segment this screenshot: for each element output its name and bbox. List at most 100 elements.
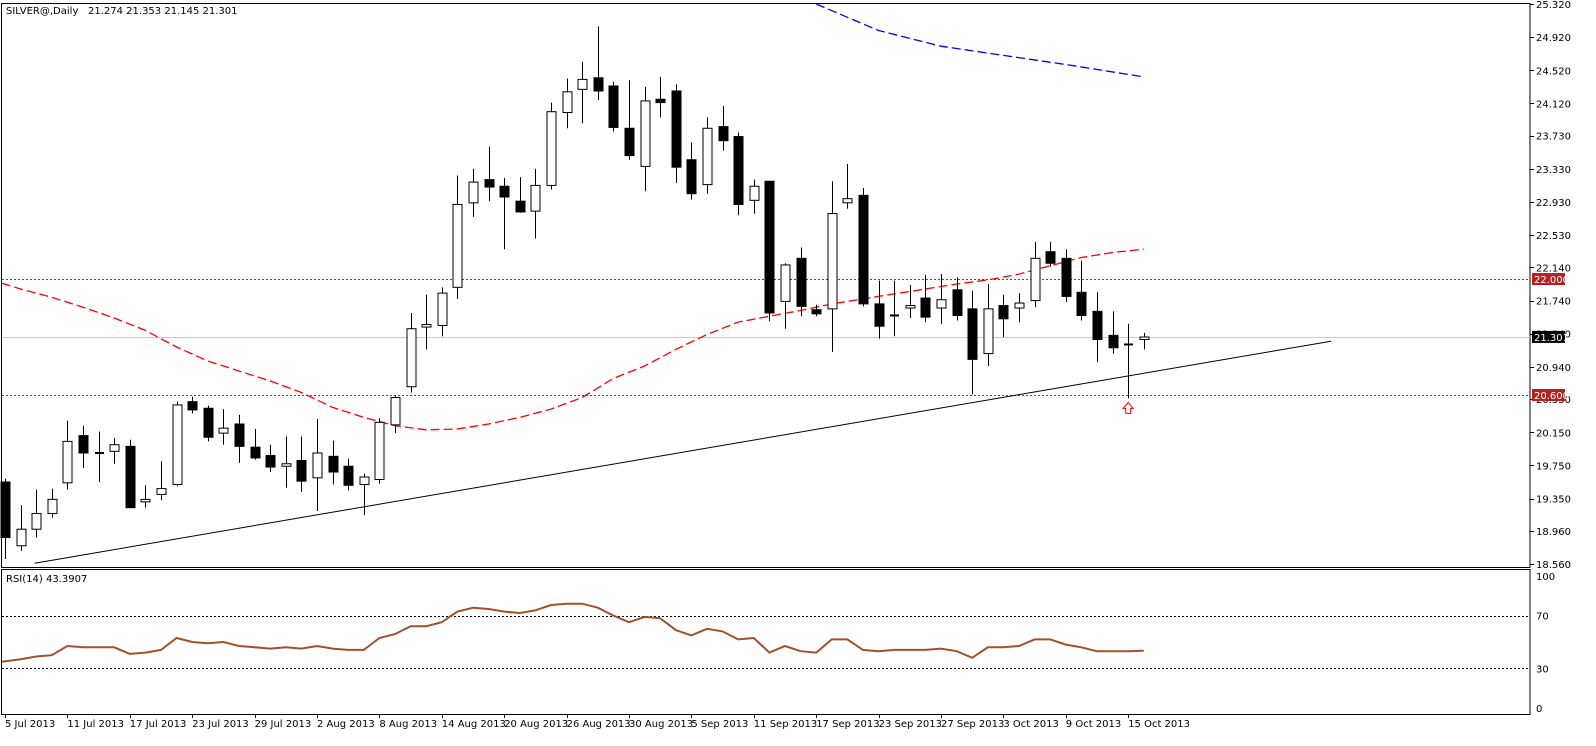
chart-header-ohlc: 21.274 21.353 21.145 21.301 [88, 6, 238, 17]
candle-body [655, 98, 666, 104]
last-price-label: 21.301 [1534, 333, 1569, 344]
candle-body [31, 512, 42, 530]
date-tick-label: 5 Sep 2013 [691, 719, 748, 730]
rsi-panel-frame [1, 569, 1531, 715]
level-price-label: 20.600 [1534, 391, 1569, 402]
price-tick-label: 22.140 [1536, 263, 1571, 274]
candle-body [796, 257, 807, 307]
candle-35 [546, 102, 557, 190]
candle-51 [796, 247, 807, 317]
candle-41 [640, 86, 651, 192]
candle-40 [624, 80, 635, 160]
candle-69 [1076, 260, 1087, 321]
candle-body [265, 454, 276, 468]
candle-body [406, 328, 417, 388]
candle-61 [952, 277, 963, 321]
candle-17 [265, 444, 276, 473]
candle-55 [858, 187, 869, 307]
candle-body [78, 435, 89, 454]
candle-70 [1092, 292, 1103, 362]
candle-body [328, 455, 339, 473]
date-tick-label: 14 Aug 2013 [442, 719, 506, 730]
candle-body [172, 404, 183, 485]
candle-48 [749, 179, 760, 214]
up-arrow-icon [1122, 401, 1135, 414]
candle-body [234, 423, 245, 447]
candle-body [499, 185, 510, 198]
candle-body [1108, 334, 1119, 349]
date-tick-label: 30 Aug 2013 [629, 719, 693, 730]
candle-68 [1061, 249, 1072, 303]
candle-66 [1030, 241, 1041, 308]
level-price-box [1532, 389, 1565, 402]
candle-body [140, 498, 151, 503]
candle-body [0, 481, 11, 538]
candle-body [390, 396, 401, 426]
candle-body [437, 292, 448, 326]
candle-body [312, 452, 323, 479]
candle-body [343, 465, 354, 486]
candle-38 [593, 26, 604, 101]
rsi-header-label: RSI(14) 43.3907 [6, 574, 87, 585]
date-tick-label: 26 Aug 2013 [567, 719, 631, 730]
candle-49 [764, 180, 775, 322]
candle-body [577, 78, 588, 90]
candle-37 [577, 61, 588, 124]
date-tick-label: 3 Oct 2013 [1003, 719, 1058, 730]
candle-body [1061, 257, 1072, 297]
date-tick-label: 9 Oct 2013 [1066, 719, 1121, 730]
candle-body [1092, 310, 1103, 341]
candle-1 [16, 505, 27, 551]
candle-31 [484, 146, 495, 202]
price-tick-label: 24.520 [1536, 66, 1571, 77]
candle-body [281, 463, 292, 467]
candle-42 [655, 76, 666, 118]
rsi-tick-label: 0 [1536, 704, 1542, 715]
candle-body [359, 476, 370, 485]
candle-72 [1124, 323, 1133, 399]
candle-29 [452, 175, 463, 299]
candle-50 [780, 263, 791, 329]
price-tick-label: 18.960 [1536, 527, 1571, 538]
candle-body [780, 264, 791, 302]
date-tick-label: 23 Sep 2013 [879, 719, 942, 730]
candle-body [156, 488, 167, 495]
level-price-label: 22.000 [1534, 275, 1569, 286]
candle-body [1030, 257, 1041, 302]
date-tick-label: 20 Aug 2013 [504, 719, 568, 730]
candle-9 [140, 485, 151, 508]
candle-body [967, 308, 978, 360]
price-tick-label: 19.750 [1536, 461, 1571, 472]
candle-body [920, 297, 931, 318]
candle-body [733, 136, 744, 205]
candle-32 [499, 177, 510, 250]
candle-59 [920, 274, 931, 323]
candle-body [640, 100, 651, 167]
date-tick-label: 8 Aug 2013 [379, 719, 437, 730]
date-tick-label: 11 Jul 2013 [67, 719, 124, 730]
candle-52 [811, 304, 822, 317]
price-tick-label: 25.320 [1536, 0, 1571, 11]
candle-body [811, 309, 822, 315]
price-tick-label: 23.730 [1536, 132, 1571, 143]
candle-body [905, 305, 916, 309]
candle-56 [874, 280, 885, 339]
candle-39 [608, 81, 619, 132]
candle-8 [125, 439, 136, 509]
candle-63 [983, 284, 994, 367]
candle-18 [281, 436, 292, 488]
candle-30 [468, 168, 479, 217]
candle-body [47, 498, 58, 514]
candle-20 [312, 419, 323, 511]
price-tick-label: 21.740 [1536, 297, 1571, 308]
candle-body [702, 127, 713, 186]
candle-26 [406, 312, 417, 393]
candle-11 [172, 401, 183, 487]
candle-28 [437, 287, 448, 337]
price-tick-label: 20.940 [1536, 363, 1571, 374]
candle-body [842, 198, 853, 204]
price-tick-label: 20.150 [1536, 428, 1571, 439]
candle-33 [515, 177, 526, 213]
candle-body [608, 85, 619, 128]
